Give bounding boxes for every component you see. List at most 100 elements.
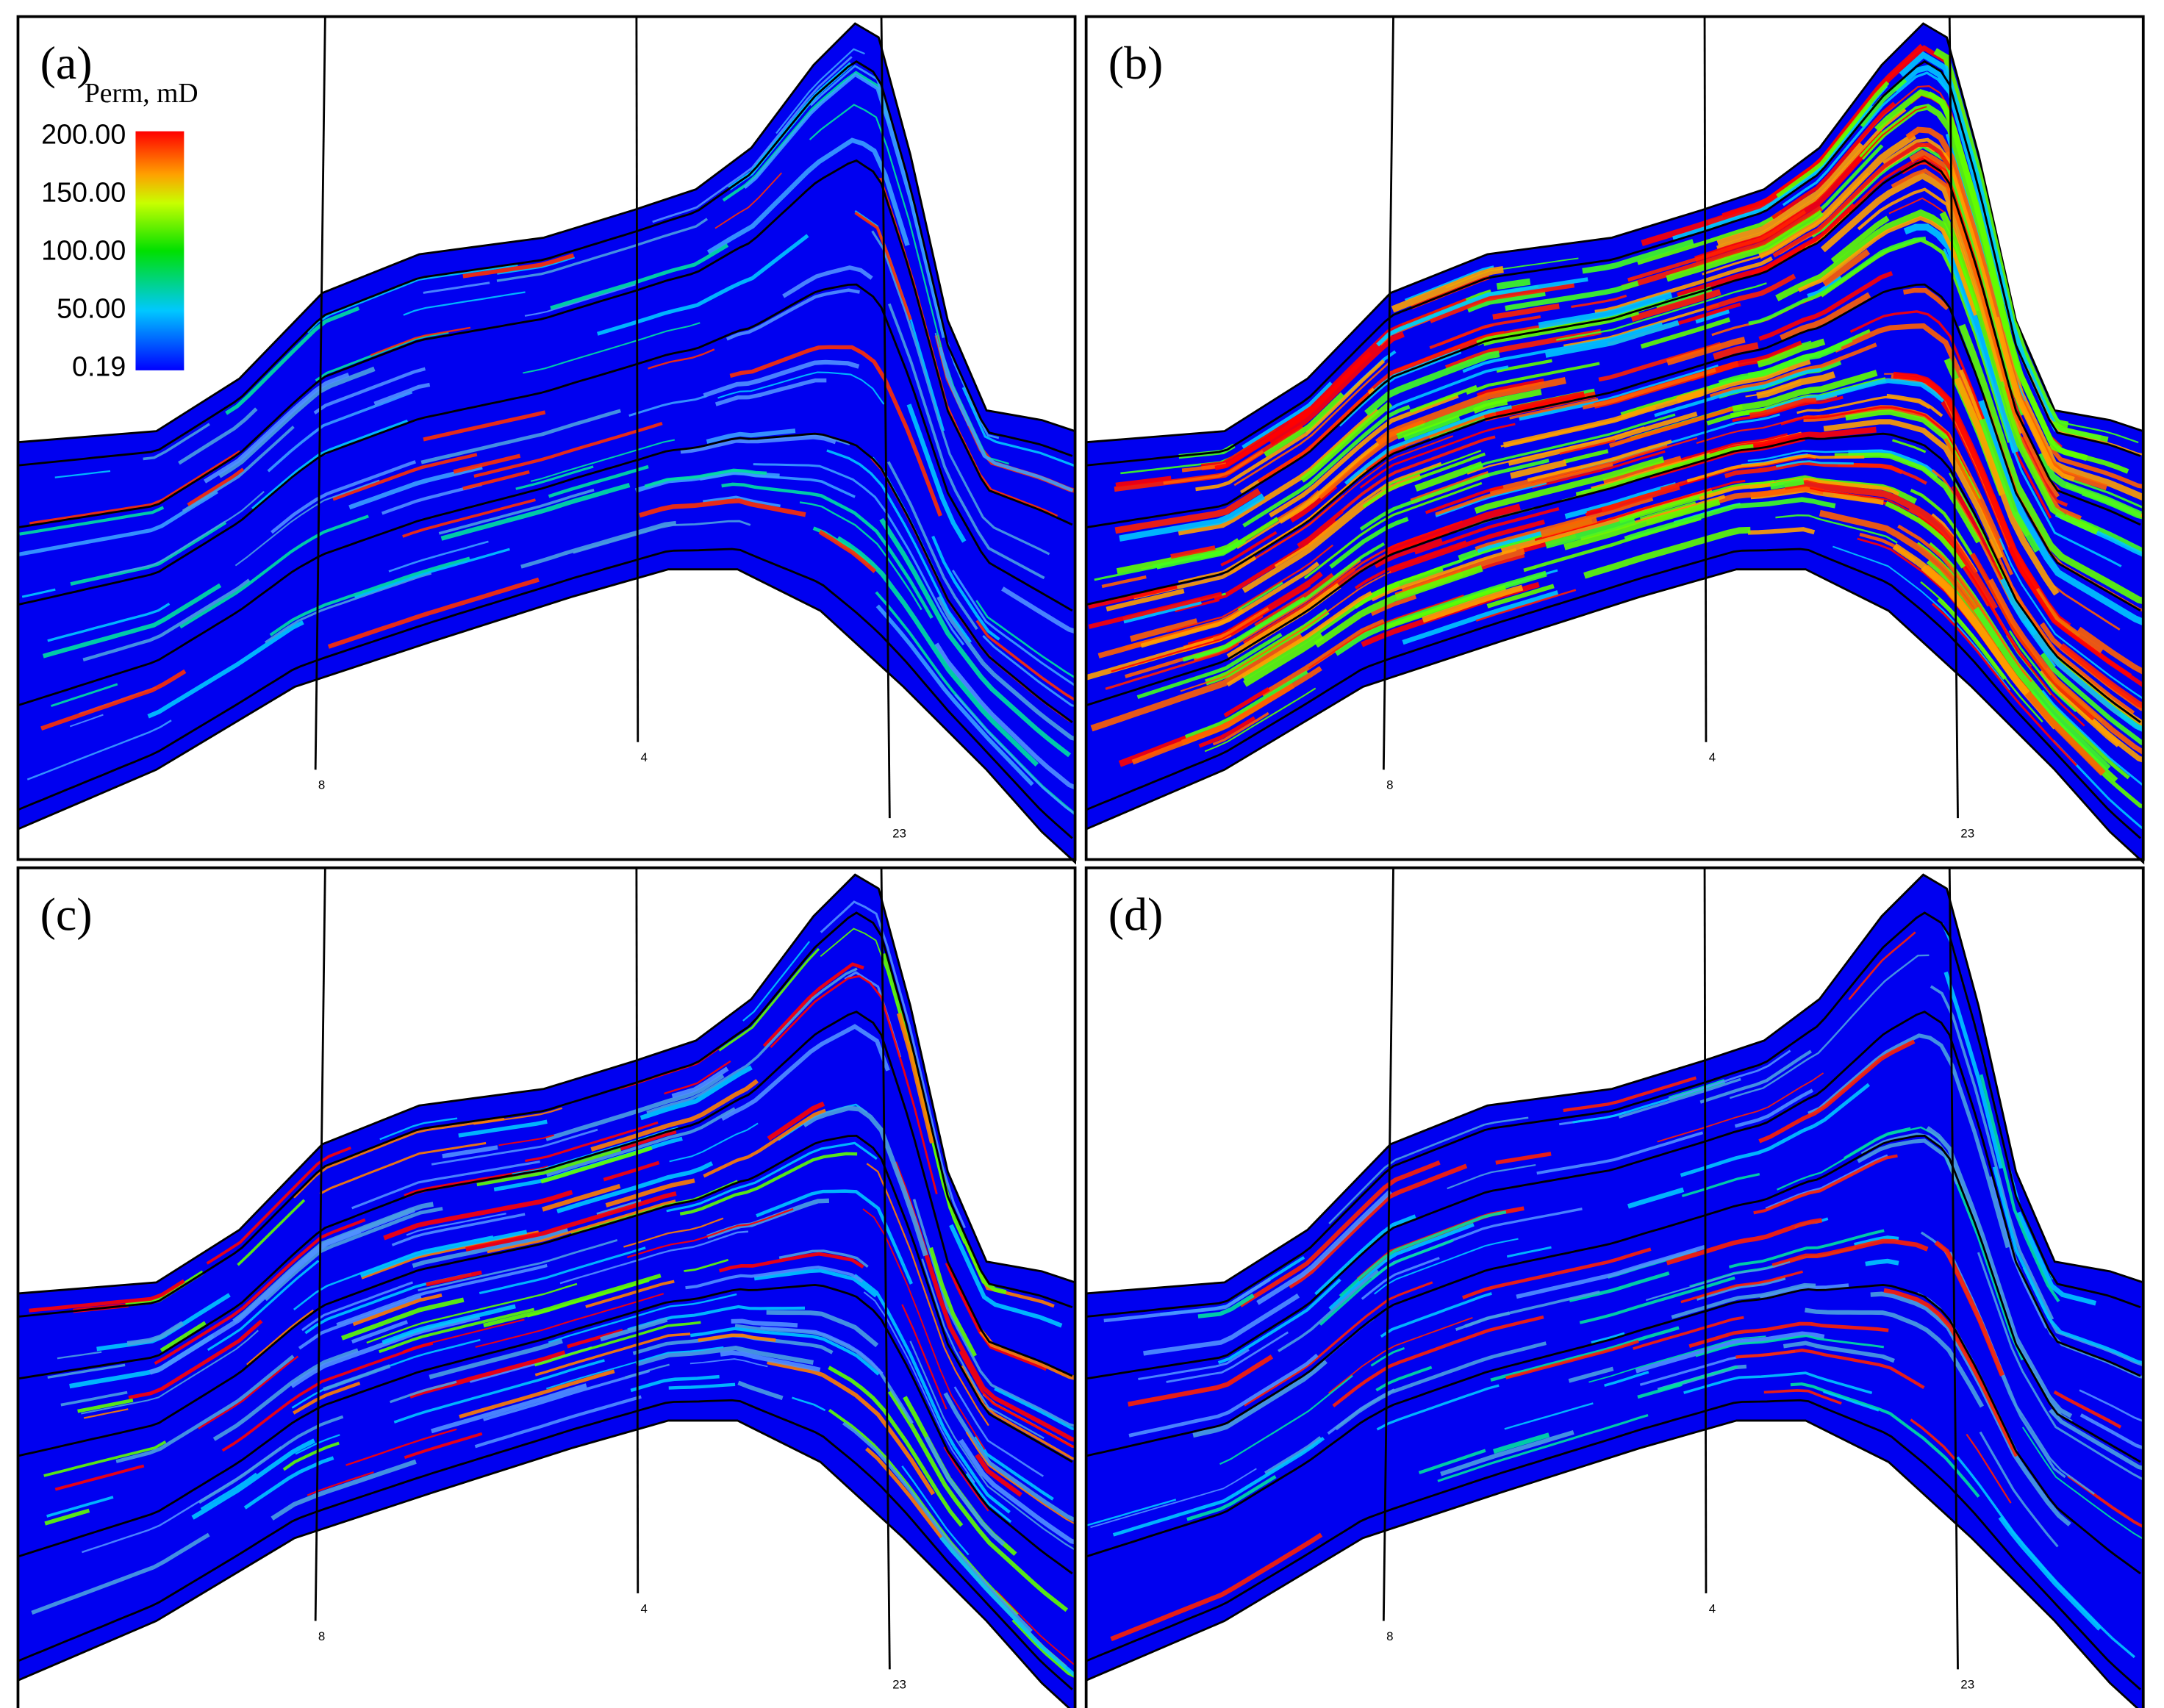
- perm-streak: [1389, 519, 1545, 574]
- horizon: [1086, 548, 2141, 839]
- perm-streak: [520, 520, 677, 569]
- perm-streak: [1001, 586, 1075, 636]
- perm-streak: [1242, 633, 1325, 687]
- perm-streak: [1721, 43, 1924, 218]
- perm-streak: [459, 1369, 615, 1419]
- perm-streak: [2049, 1408, 2143, 1472]
- perm-streak: [1776, 460, 1854, 467]
- perm-streak: [1261, 619, 1386, 697]
- perm-streak: [1195, 359, 1386, 492]
- perm-streak: [1166, 1331, 1289, 1383]
- perm-streak: [1696, 414, 1830, 445]
- perm-streak: [1696, 1276, 1786, 1301]
- perm-streak: [1977, 400, 2143, 627]
- perm-streak: [234, 479, 380, 567]
- perm-streak: [1495, 391, 1586, 416]
- perm-streak: [1832, 545, 2011, 691]
- perm-streak: [1359, 423, 1516, 489]
- perm-streak: [737, 1380, 784, 1401]
- perm-streak: [1635, 1331, 1825, 1374]
- perm-streak: [1677, 203, 1857, 300]
- perm-streak: [458, 1119, 548, 1138]
- perm-streak: [1728, 1229, 1885, 1269]
- perm-streak: [301, 1281, 414, 1332]
- perm-streak: [1807, 1033, 2010, 1249]
- perm-streak: [391, 1213, 526, 1246]
- perm-streak: [2067, 1474, 2143, 1529]
- perm-streak: [1087, 1499, 1177, 1526]
- perm-streak: [1564, 481, 1677, 520]
- perm-streak: [1182, 596, 1306, 662]
- perm-streak: [901, 1304, 947, 1410]
- perm-streak: [1838, 106, 1927, 184]
- perm-streak: [646, 967, 858, 1114]
- perm-streak: [426, 1270, 482, 1287]
- perm-streak: [462, 253, 575, 279]
- perm-streak: [1748, 236, 1927, 326]
- well-track: [635, 16, 639, 742]
- perm-streak: [1462, 1247, 1652, 1299]
- perm-streak: [225, 306, 360, 415]
- perm-streak: [483, 1273, 662, 1328]
- perm-streak: [1119, 493, 1266, 542]
- perm-streak: [462, 470, 530, 490]
- perm-streak: [423, 281, 490, 294]
- perm-streak: [623, 1217, 724, 1248]
- perm-streak: [366, 1282, 578, 1344]
- horizon: [1086, 1284, 2141, 1575]
- perm-streak: [1437, 1414, 1649, 1482]
- perm-streak: [1544, 517, 1635, 549]
- perm-streak: [664, 1060, 731, 1095]
- perm-streak: [1300, 401, 1393, 483]
- perm-streak: [1375, 1366, 1433, 1392]
- perm-streak: [1264, 1435, 1322, 1475]
- perm-streak: [2023, 618, 2143, 734]
- perm-streak: [959, 1438, 1075, 1546]
- perm-streak: [147, 620, 304, 719]
- perm-streak: [635, 1346, 814, 1367]
- perm-streak: [496, 218, 709, 282]
- perm-streak: [1396, 389, 1542, 439]
- perm-streak: [2052, 584, 2121, 631]
- perm-streak: [402, 1318, 525, 1353]
- perm-streak: [1979, 418, 2041, 553]
- perm-streak: [1865, 1258, 1899, 1266]
- perm-streak: [1956, 1456, 2136, 1659]
- perm-streak: [945, 1262, 1047, 1371]
- panel-frame: [16, 866, 1077, 1708]
- perm-streak: [1288, 1163, 1468, 1289]
- perm-streak: [1666, 209, 1824, 282]
- perm-streak: [961, 387, 1075, 467]
- perm-streak: [47, 603, 171, 642]
- perm-streak: [1977, 1252, 2143, 1482]
- perm-streak: [1430, 528, 1564, 572]
- perm-streak: [1998, 1515, 2102, 1631]
- perm-streak: [1464, 413, 1676, 473]
- perm-streak: [731, 1318, 798, 1328]
- perm-streak: [1163, 450, 1264, 485]
- perm-streak: [1640, 317, 1731, 349]
- perm-streak: [836, 536, 1039, 767]
- perm-streak: [43, 1440, 167, 1477]
- perm-streak: [573, 520, 751, 554]
- perm-streak: [1476, 378, 1545, 399]
- perm-streak: [1314, 564, 1483, 648]
- perm-streak: [1683, 1371, 1873, 1395]
- perm-streak: [1362, 452, 1486, 509]
- perm-streak: [1175, 598, 1220, 613]
- perm-streak: [1954, 377, 2060, 596]
- perm-streak: [1466, 362, 1600, 395]
- perm-streak: [1242, 404, 1411, 528]
- perm-streak: [1735, 1349, 1925, 1390]
- perm-streak: [182, 426, 295, 513]
- perm-streak: [361, 1230, 540, 1280]
- perm-streak: [1823, 419, 2004, 559]
- perm-streak: [879, 517, 1072, 758]
- perm-streak: [475, 1293, 664, 1348]
- perm-streak: [1654, 367, 1821, 417]
- panel: 8 4 23 (c): [16, 866, 1077, 1708]
- perm-streak: [1317, 433, 1399, 500]
- perm-streak: [154, 1218, 366, 1366]
- perm-streak: [1339, 1210, 1507, 1298]
- perm-streak: [348, 464, 483, 510]
